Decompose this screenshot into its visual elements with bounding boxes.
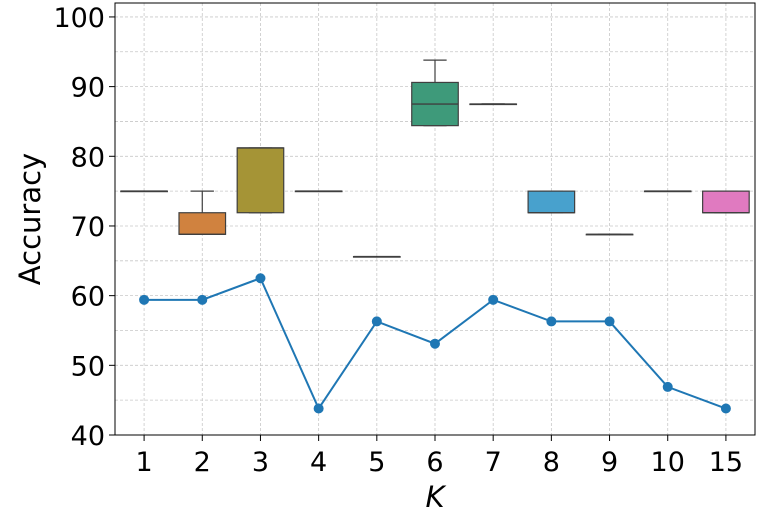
x-tick-label: 8 bbox=[543, 447, 560, 478]
x-tick-label: 15 bbox=[709, 447, 743, 478]
y-axis-title: Accuracy bbox=[13, 153, 47, 285]
box-body bbox=[178, 212, 227, 235]
accuracy-point bbox=[546, 316, 557, 327]
accuracy-point bbox=[371, 316, 382, 327]
box-body bbox=[527, 190, 576, 214]
box-plot-6 bbox=[411, 59, 459, 127]
box-plot-7 bbox=[469, 103, 518, 106]
box-plot-9 bbox=[585, 233, 634, 236]
x-tick-label: 2 bbox=[194, 447, 211, 478]
x-tick-label: 3 bbox=[252, 447, 269, 478]
x-tick-label: 1 bbox=[135, 447, 152, 478]
x-axis-title: K bbox=[425, 480, 446, 514]
y-tick-label: 40 bbox=[71, 421, 105, 452]
box-plot-8 bbox=[527, 190, 576, 214]
box-plot-10 bbox=[643, 190, 692, 193]
box-plot-3 bbox=[236, 147, 285, 214]
y-tick-label: 90 bbox=[71, 73, 105, 104]
y-tick-label: 80 bbox=[71, 142, 105, 173]
accuracy-point bbox=[197, 294, 208, 305]
accuracy-line-series bbox=[139, 273, 731, 414]
x-tick-label: 6 bbox=[426, 447, 443, 478]
accuracy-point bbox=[313, 403, 324, 414]
accuracy-point bbox=[604, 316, 615, 327]
box-body bbox=[236, 147, 285, 214]
y-tick-label: 100 bbox=[53, 3, 105, 34]
x-tick-label: 10 bbox=[651, 447, 685, 478]
y-tick-label: 60 bbox=[71, 282, 105, 313]
box-plot-15 bbox=[702, 190, 750, 214]
y-tick-label: 70 bbox=[71, 212, 105, 243]
x-tick-label: 9 bbox=[601, 447, 618, 478]
x-tick-label: 7 bbox=[485, 447, 502, 478]
x-tick-label: 5 bbox=[368, 447, 385, 478]
box-plot-5 bbox=[352, 255, 401, 258]
accuracy-point bbox=[255, 273, 266, 284]
axis-ticks: 40 50 60 70 80 90 100 1 2 3 4 5 6 7 8 9 10 15 bbox=[53, 3, 743, 478]
accuracy-point bbox=[488, 294, 499, 305]
box-plots bbox=[120, 59, 750, 258]
x-tick-label: 4 bbox=[310, 447, 327, 478]
box-plot-4 bbox=[294, 190, 343, 193]
box-body bbox=[702, 190, 750, 214]
box-plot-2 bbox=[178, 190, 227, 236]
y-tick-label: 50 bbox=[71, 351, 105, 382]
accuracy-point bbox=[720, 403, 731, 414]
accuracy-point bbox=[430, 338, 440, 349]
box-plot-1 bbox=[120, 190, 168, 193]
accuracy-point bbox=[139, 294, 150, 305]
accuracy-point bbox=[662, 381, 673, 392]
